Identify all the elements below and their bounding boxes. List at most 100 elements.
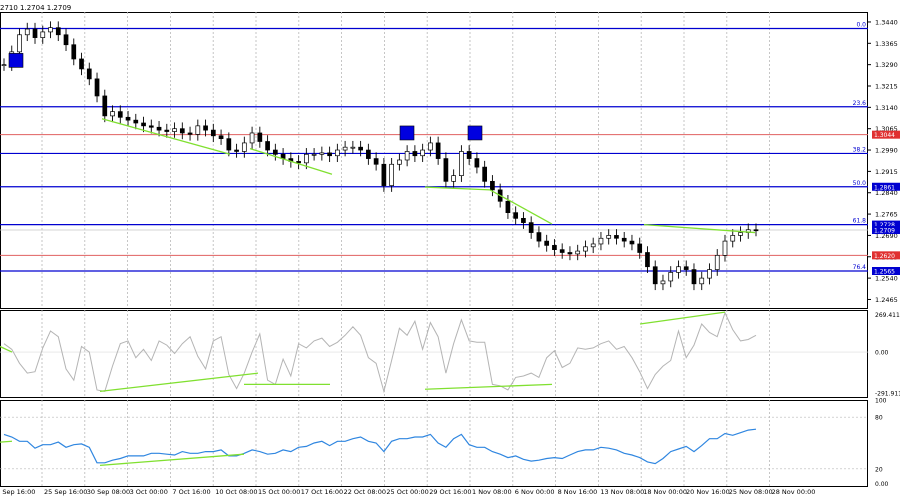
candle-body [304,153,309,164]
candle-body [428,142,433,151]
y-tick-label: 1.2690 [875,232,898,240]
candle-body [645,252,650,268]
candle-body [71,44,77,60]
panel-frame-1 [0,310,868,398]
candle-body [195,125,201,135]
candle-body [559,249,565,253]
rsi-divergence-line [99,453,245,467]
candle-body [598,237,604,245]
candle-body [707,269,712,279]
x-tick-label: 6 Nov 00:00 [515,488,555,496]
candle-body [241,142,247,152]
y-tick-label: 1.2765 [875,211,898,219]
candle-body [117,111,123,118]
price-axis-label-box [872,226,900,235]
candle-body [373,158,379,165]
candle-body [1,64,7,67]
candle-body [536,232,542,242]
candle-body [699,277,705,285]
y-tick-label: 1.3440 [875,18,898,26]
y-tick-label: 1.2465 [875,296,898,304]
candle-body [668,272,674,282]
rsi-line [3,428,757,465]
candle-body [435,142,441,159]
candle-body [226,138,232,151]
x-tick-label: 7 Oct 16:00 [172,488,210,496]
candle-body [753,229,759,232]
candle-body [459,151,464,177]
candle-body [17,34,22,53]
candle-body [110,111,115,117]
candle-body [583,246,588,252]
candle-body [79,58,84,70]
x-tick-label: 8 Nov 16:00 [558,488,598,496]
price-divergence-line [424,186,491,191]
candle-body [676,266,681,273]
x-tick-label: 18 Nov 00:00 [643,488,687,496]
candle-body [164,129,170,132]
fib-level-label: 38.2 [853,146,867,153]
candle-body [404,151,410,161]
candle-body [528,222,534,233]
fib-level-label: 76.4 [853,264,867,271]
candle-body [63,34,69,46]
candle-body [335,149,340,157]
y-tick-label: 1.3065 [875,125,898,133]
candle-body [397,159,402,165]
x-tick-label: 1 Nov 08:00 [472,488,512,496]
fib-level-label: 61.8 [853,218,867,225]
candle-body [567,252,573,255]
x-tick-label: 29 Oct 16:00 [429,488,471,496]
candle-body [203,125,208,131]
price-axis-label: 1.2728 [874,222,895,229]
y-tick-label: 1.2990 [875,147,898,155]
price-axis-label-box [872,267,900,275]
y-tick-label: 1.2915 [875,168,898,176]
candle-body [148,125,154,128]
candle-body [443,158,449,182]
price-axis-label: 1.2861 [874,184,895,191]
candle-body [412,151,418,157]
candle-body [366,149,371,159]
x-tick-label: 15 Oct 00:00 [258,488,300,496]
candle-body [218,135,224,140]
candle-body [125,116,131,121]
fib-level-label: 50.0 [853,180,867,187]
cci-line [3,311,757,394]
candle-body [24,28,30,36]
candle-body [257,132,263,142]
y-tick-label: 1.3365 [875,40,898,48]
cci-y-tick-label: 269.4111 [875,312,900,319]
candle-body [590,243,596,248]
rsi-y-tick-label: 100 [875,398,887,405]
candle-body [660,280,666,285]
candle-body [629,240,635,245]
candle-body [521,217,526,223]
candle-body [327,152,332,157]
cci-y-tick-label: -291.9114 [875,391,900,398]
x-tick-label: 28 Nov 00:00 [772,488,816,496]
candle-body [86,68,92,80]
candle-body [48,27,53,33]
ohlc-readout: 2710 1.2704 1.2709 [0,4,72,12]
candle-body [466,151,472,159]
signal-marker [399,125,415,141]
price-divergence-line [249,147,333,175]
x-tick-label: 17 Oct 16:00 [301,488,343,496]
price-axis-label-box [872,220,900,229]
candle-body [179,128,185,134]
rsi-y-tick-label: 20 [875,466,883,473]
cci-divergence-line [99,372,259,393]
candle-body [358,146,363,151]
cci-divergence-line [639,311,726,325]
cci-divergence-line [0,345,13,353]
x-tick-label: 30 Sep 08:00 [87,488,130,496]
candle-body [482,166,488,182]
candle-body [249,132,255,144]
candle-body [55,27,61,36]
candle-body [714,254,720,270]
candle-body [490,180,495,191]
candle-body [614,235,619,239]
